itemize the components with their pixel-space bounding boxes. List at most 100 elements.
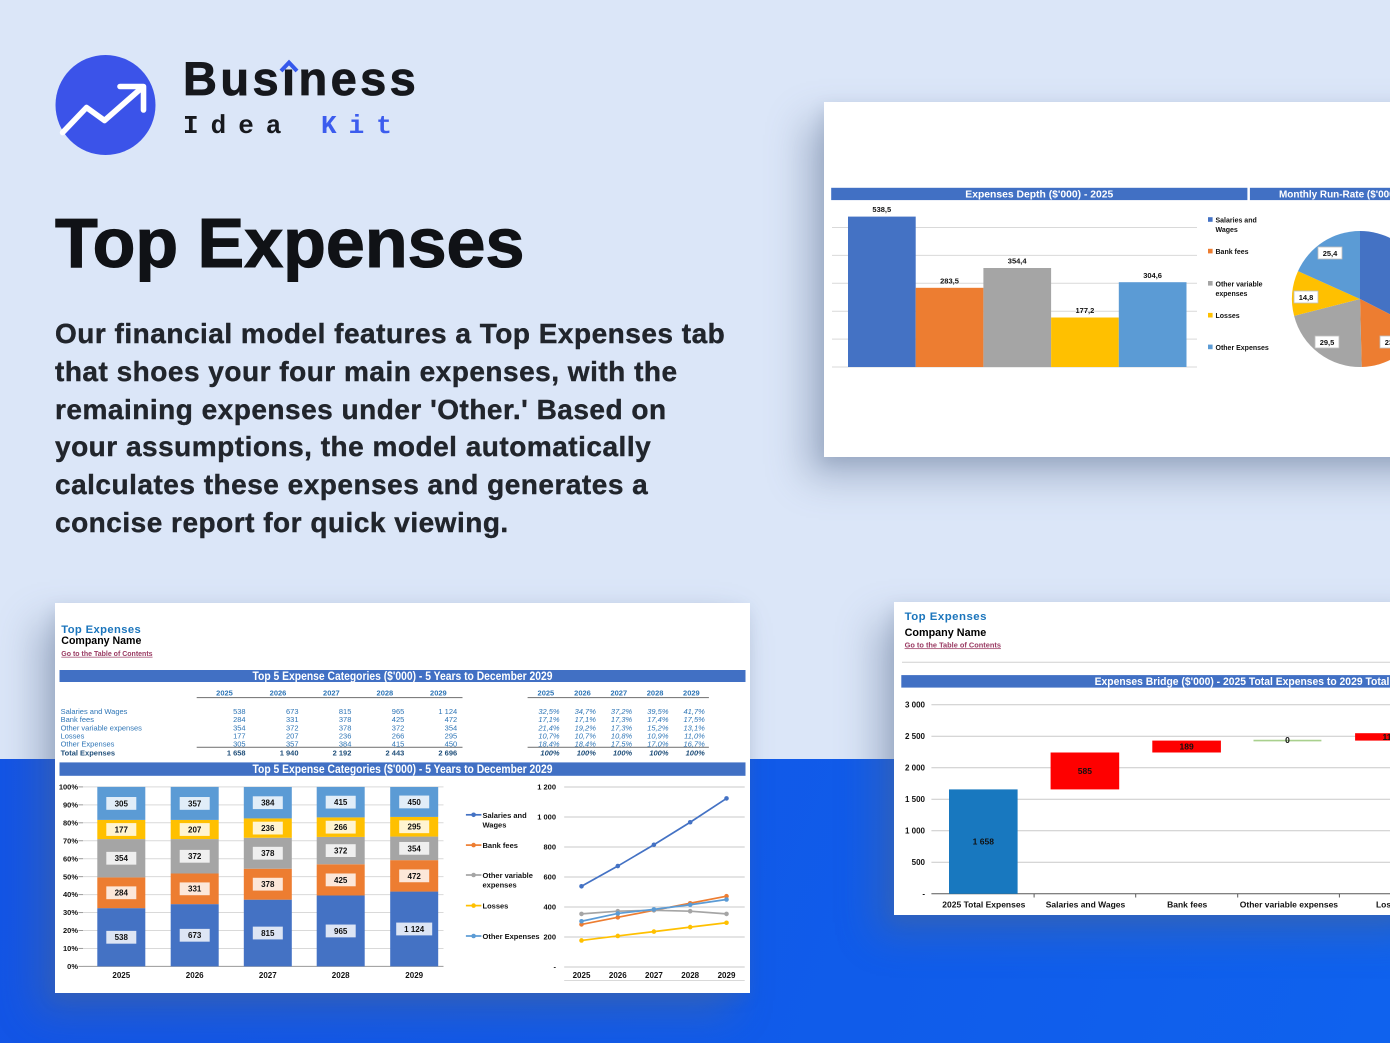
svg-text:815: 815 (261, 929, 275, 938)
svg-text:372: 372 (334, 847, 348, 856)
svg-text:Wages: Wages (1216, 227, 1238, 234)
svg-text:30%: 30% (63, 908, 78, 917)
svg-text:21,4%: 21,4% (537, 723, 560, 732)
svg-text:2029: 2029 (405, 971, 423, 980)
svg-text:354: 354 (445, 723, 458, 732)
svg-text:189: 189 (1180, 742, 1194, 752)
svg-text:425: 425 (392, 715, 405, 724)
svg-text:18,4%: 18,4% (538, 740, 560, 749)
svg-text:17,1%: 17,1% (575, 715, 597, 724)
svg-text:266: 266 (334, 823, 348, 832)
svg-text:2029: 2029 (430, 688, 447, 697)
svg-text:Expenses Bridge ($'000) - 2025: Expenses Bridge ($'000) - 2025 Total Exp… (1095, 676, 1390, 688)
svg-text:207: 207 (286, 731, 299, 740)
svg-text:378: 378 (261, 880, 275, 889)
svg-text:40%: 40% (63, 890, 78, 899)
svg-text:expenses: expenses (483, 881, 517, 890)
svg-text:2028: 2028 (377, 688, 394, 697)
svg-text:Other variable: Other variable (483, 871, 533, 880)
svg-text:10,9%: 10,9% (647, 731, 669, 740)
svg-text:207: 207 (188, 825, 202, 834)
svg-text:118: 118 (1383, 732, 1390, 742)
svg-text:Other variable expenses: Other variable expenses (61, 723, 143, 732)
svg-text:37,2%: 37,2% (611, 707, 633, 716)
svg-text:2027: 2027 (323, 688, 340, 697)
svg-text:965: 965 (334, 927, 348, 936)
svg-text:2025: 2025 (573, 971, 591, 980)
svg-text:Other Expenses: Other Expenses (1216, 345, 1269, 352)
svg-text:Company Name: Company Name (61, 635, 141, 647)
svg-text:357: 357 (286, 740, 299, 749)
svg-text:17,1%: 17,1% (538, 715, 560, 724)
svg-text:2028: 2028 (647, 688, 664, 697)
svg-text:305: 305 (115, 799, 129, 808)
svg-text:673: 673 (188, 931, 202, 940)
svg-text:0%: 0% (67, 962, 78, 971)
svg-text:1 124: 1 124 (404, 925, 425, 934)
svg-text:472: 472 (408, 872, 422, 881)
svg-text:Bank fees: Bank fees (1216, 249, 1249, 256)
svg-text:800: 800 (543, 843, 556, 852)
svg-text:1 124: 1 124 (438, 707, 457, 716)
svg-text:1 658: 1 658 (227, 749, 246, 758)
svg-text:2 192: 2 192 (333, 749, 352, 758)
svg-text:1 200: 1 200 (537, 783, 556, 792)
svg-text:1 000: 1 000 (537, 813, 556, 822)
svg-text:305: 305 (233, 740, 246, 749)
svg-text:15,2%: 15,2% (647, 723, 669, 732)
svg-text:378: 378 (339, 723, 352, 732)
svg-text:20%: 20% (63, 926, 78, 935)
svg-text:266: 266 (392, 731, 405, 740)
svg-text:284: 284 (115, 889, 129, 898)
svg-text:400: 400 (543, 903, 556, 912)
svg-text:304,6: 304,6 (1143, 271, 1162, 280)
svg-text:17,5%: 17,5% (611, 740, 633, 749)
svg-text:Losses: Losses (483, 902, 509, 911)
svg-text:1 000: 1 000 (905, 827, 926, 836)
svg-text:500: 500 (912, 858, 926, 867)
svg-text:34,7%: 34,7% (575, 707, 597, 716)
svg-text:100%: 100% (686, 749, 706, 758)
svg-text:Losses: Losses (1376, 899, 1390, 909)
svg-text:17,4%: 17,4% (647, 715, 669, 724)
svg-text:100%: 100% (540, 749, 560, 758)
svg-text:80%: 80% (63, 818, 78, 827)
svg-text:585: 585 (1078, 766, 1092, 776)
svg-text:16,7%: 16,7% (684, 740, 706, 749)
svg-text:2028: 2028 (332, 971, 350, 980)
svg-text:815: 815 (339, 707, 352, 716)
svg-text:Wages: Wages (483, 820, 507, 829)
svg-text:32,5%: 32,5% (538, 707, 560, 716)
svg-text:10%: 10% (63, 944, 78, 953)
svg-text:60%: 60% (63, 854, 78, 863)
svg-text:284: 284 (233, 715, 246, 724)
svg-text:Other Expenses: Other Expenses (61, 740, 115, 749)
svg-text:Top 5 Expense Categories ($'00: Top 5 Expense Categories ($'000) - 5 Yea… (253, 671, 553, 683)
svg-text:1 940: 1 940 (280, 749, 299, 758)
svg-text:354: 354 (408, 844, 422, 853)
svg-text:100%: 100% (649, 749, 669, 758)
svg-text:50%: 50% (63, 872, 78, 881)
svg-text:538: 538 (233, 707, 246, 716)
svg-text:18,4%: 18,4% (575, 740, 597, 749)
svg-text:Bank fees: Bank fees (483, 841, 518, 850)
svg-text:14,8: 14,8 (1299, 293, 1314, 302)
svg-text:100%: 100% (613, 749, 633, 758)
svg-text:Salaries and Wages: Salaries and Wages (61, 707, 128, 716)
svg-text:-: - (922, 890, 925, 899)
svg-text:372: 372 (188, 852, 202, 861)
svg-text:100%: 100% (577, 749, 597, 758)
svg-text:2026: 2026 (186, 971, 204, 980)
svg-text:965: 965 (392, 707, 405, 716)
svg-text:2029: 2029 (683, 688, 700, 697)
svg-text:0: 0 (1285, 735, 1290, 745)
svg-text:Top 5 Expense Categories ($'00: Top 5 Expense Categories ($'000) - 5 Yea… (253, 764, 553, 776)
svg-text:384: 384 (339, 740, 352, 749)
svg-text:Go to the Table of Contents: Go to the Table of Contents (61, 651, 152, 658)
svg-text:Top Expenses: Top Expenses (61, 624, 141, 636)
svg-text:236: 236 (261, 824, 275, 833)
svg-text:Losses: Losses (1216, 313, 1240, 320)
svg-text:200: 200 (543, 933, 556, 942)
svg-text:2027: 2027 (610, 688, 627, 697)
svg-text:10,7%: 10,7% (538, 731, 560, 740)
